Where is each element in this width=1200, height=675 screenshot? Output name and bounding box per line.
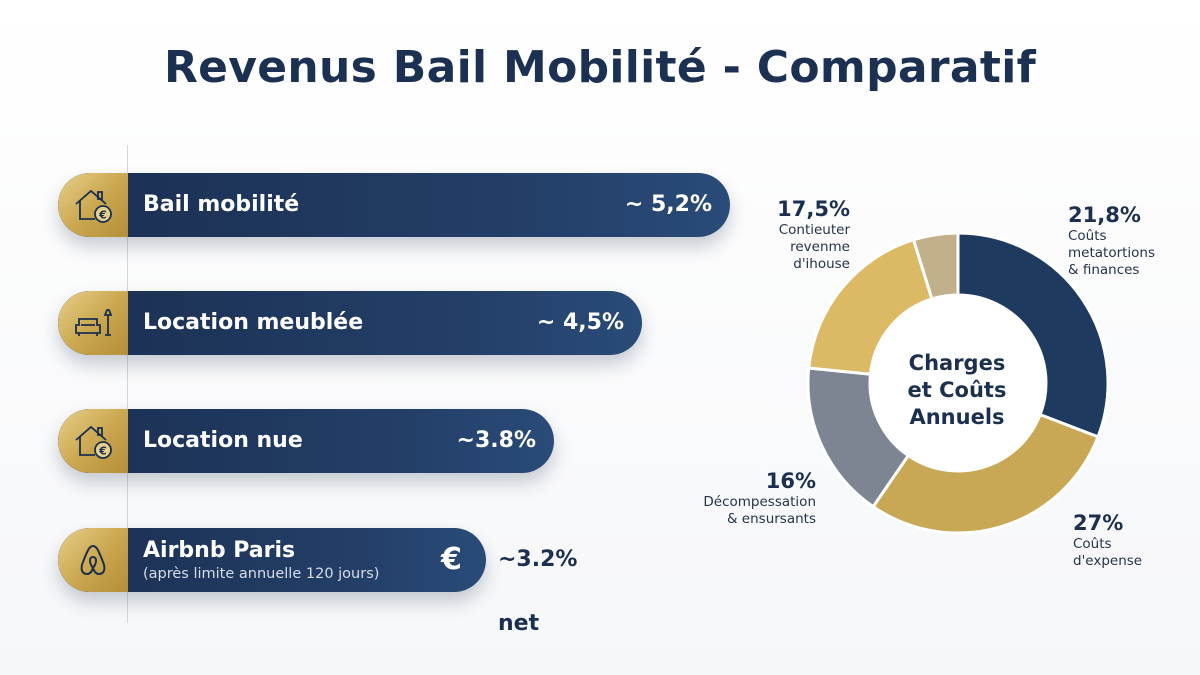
bar-value: ~ 4,5% xyxy=(536,310,624,335)
house-euro-icon: € xyxy=(75,425,112,459)
slice-desc: & ensursants xyxy=(726,511,816,527)
vertical-divider xyxy=(127,145,128,623)
bar-sublabel: (après limite annuelle 120 jours) xyxy=(143,566,380,582)
bar-icon-cap: € xyxy=(58,173,128,237)
bar-icon-cap xyxy=(58,291,128,355)
euro-icon: € xyxy=(441,542,462,577)
bar-label: Location nue xyxy=(143,428,303,453)
sofa-lamp-icon xyxy=(75,309,113,336)
svg-text:€: € xyxy=(98,209,107,222)
slice-desc: Coûts xyxy=(1073,536,1112,552)
slice-desc: Contieuter xyxy=(778,222,850,238)
slice-desc: d'ihouse xyxy=(793,256,850,272)
slice-desc: revenme xyxy=(790,239,850,255)
slice-label-decompessation: 16% Décompessation & ensursants xyxy=(690,468,816,528)
bar-location-meublee: Location meublée ~ 4,5% xyxy=(58,291,642,355)
donut-slice-4 xyxy=(911,231,960,301)
bar-icon-cap xyxy=(58,528,128,592)
slice-desc: d'expense xyxy=(1073,553,1143,569)
page-title: Revenus Bail Mobilité - Comparatif xyxy=(163,42,1037,93)
slice-desc: Coûts xyxy=(1068,228,1107,244)
bar-value: ~3.8% xyxy=(456,428,536,453)
donut-slice-1 xyxy=(871,412,1100,535)
slice-label-couts-expense: 27% Coûts d'expense xyxy=(1073,510,1142,570)
house-euro-icon: € xyxy=(75,189,112,223)
center-line: et Coûts xyxy=(907,378,1007,402)
bar-icon-cap: € xyxy=(58,409,128,473)
slice-label-couts-finances: 21,8% Coûts metatortions & finances xyxy=(1068,202,1155,279)
donut-slice-0 xyxy=(956,231,1110,439)
slice-desc: metatortions xyxy=(1068,245,1156,261)
bar-location-nue: € Location nue ~3.8% xyxy=(58,409,554,473)
donut-chart xyxy=(806,231,1110,535)
slice-label-contieuter: 17,5% Contieuter revenme d'ihouse xyxy=(760,196,850,273)
slice-pct: 17,5% xyxy=(777,197,850,221)
donut-hole xyxy=(871,296,1045,470)
slice-pct: 16% xyxy=(765,469,816,493)
bar-value: ~3.2% net xyxy=(498,547,578,636)
slice-pct: 27% xyxy=(1073,511,1124,535)
bar-label: Location meublée xyxy=(143,310,364,335)
center-line: Charges xyxy=(908,351,1006,375)
bar-label: Bail mobilité xyxy=(143,192,300,217)
slice-pct: 21,8% xyxy=(1068,203,1141,227)
slice-desc: Décompessation xyxy=(703,494,816,510)
center-line: Annuels xyxy=(909,405,1005,429)
bar-label: Airbnb Paris xyxy=(143,538,296,563)
bar-value: ~ 5,2% xyxy=(624,192,712,217)
airbnb-logo-icon xyxy=(80,544,106,576)
bar-airbnb-paris: Airbnb Paris (après limite annuelle 120 … xyxy=(58,528,486,592)
slice-desc: & finances xyxy=(1068,262,1140,278)
svg-text:€: € xyxy=(98,445,107,458)
bar-bail-mobilite: € Bail mobilité ~ 5,2% xyxy=(58,173,730,237)
donut-center-label: Charges et Coûts Annuels xyxy=(893,350,1021,431)
